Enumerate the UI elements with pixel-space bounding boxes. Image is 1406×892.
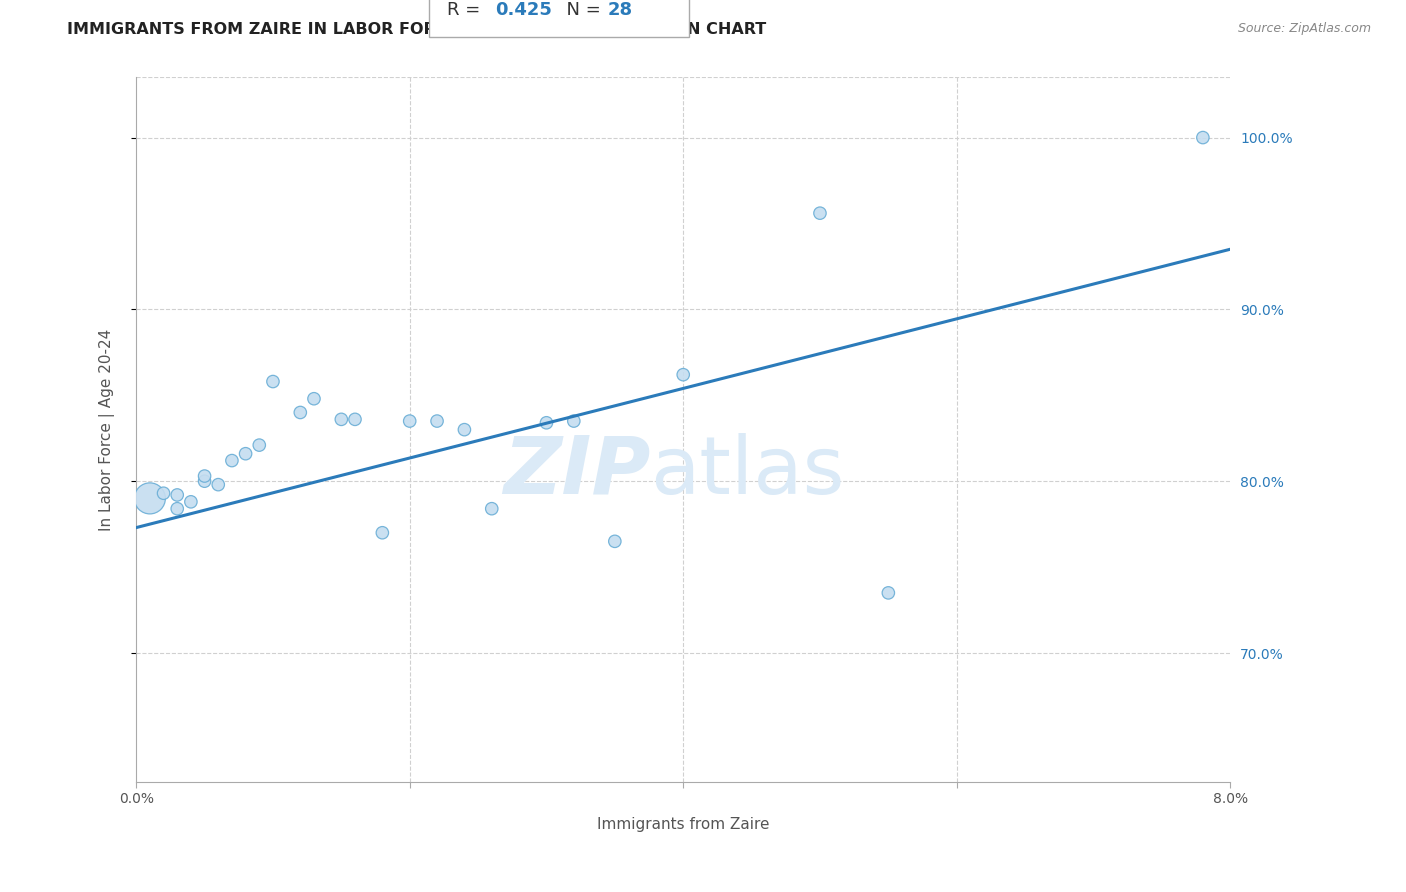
Point — [247, 438, 270, 452]
Point — [330, 412, 353, 426]
Point — [262, 375, 284, 389]
Point — [207, 477, 229, 491]
Point — [536, 416, 558, 430]
Point — [343, 412, 366, 426]
Point — [672, 368, 695, 382]
Text: R =: R = — [447, 1, 486, 19]
Y-axis label: In Labor Force | Age 20-24: In Labor Force | Age 20-24 — [100, 328, 115, 531]
Point — [877, 586, 900, 600]
Point — [398, 414, 420, 428]
Text: Source: ZipAtlas.com: Source: ZipAtlas.com — [1237, 22, 1371, 36]
Point — [166, 501, 188, 516]
Point — [193, 469, 215, 483]
Point — [562, 414, 585, 428]
Text: 28: 28 — [607, 1, 633, 19]
Text: N =: N = — [555, 1, 607, 19]
Text: atlas: atlas — [651, 433, 845, 511]
Point — [166, 488, 188, 502]
Point — [371, 525, 394, 540]
Text: ZIP: ZIP — [503, 433, 651, 511]
Point — [193, 474, 215, 488]
Point — [302, 392, 325, 406]
Text: 0.425: 0.425 — [495, 1, 551, 19]
Point — [221, 453, 243, 467]
Point — [180, 495, 202, 509]
X-axis label: Immigrants from Zaire: Immigrants from Zaire — [598, 817, 769, 832]
Point — [1192, 130, 1215, 145]
Point — [808, 206, 831, 220]
Text: IMMIGRANTS FROM ZAIRE IN LABOR FORCE | AGE 20-24 CORRELATION CHART: IMMIGRANTS FROM ZAIRE IN LABOR FORCE | A… — [67, 22, 766, 38]
Point — [481, 501, 503, 516]
Point — [139, 491, 162, 506]
Point — [290, 405, 312, 419]
Point — [453, 423, 475, 437]
Point — [235, 447, 257, 461]
Point — [152, 486, 174, 500]
Point — [603, 534, 626, 549]
Point — [426, 414, 449, 428]
